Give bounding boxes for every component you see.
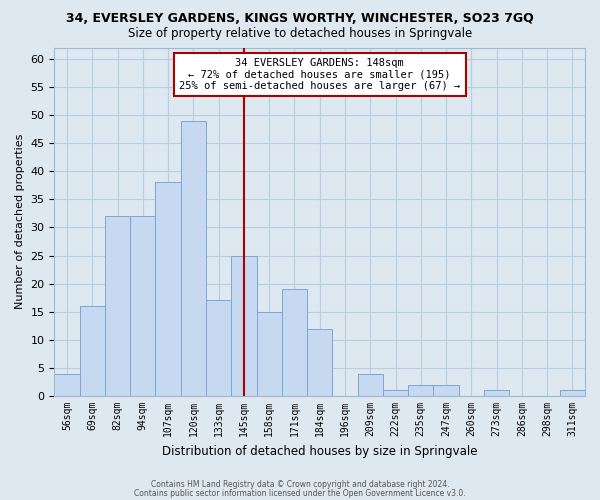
Bar (282, 289, 307, 396)
Bar (383, 390, 408, 396)
Bar (433, 385, 458, 396)
Bar (80, 306, 105, 396)
Bar (155, 182, 181, 396)
Text: 34, EVERSLEY GARDENS, KINGS WORTHY, WINCHESTER, SO23 7GQ: 34, EVERSLEY GARDENS, KINGS WORTHY, WINC… (66, 12, 534, 26)
Bar (257, 312, 282, 396)
X-axis label: Distribution of detached houses by size in Springvale: Distribution of detached houses by size … (162, 444, 478, 458)
Bar (484, 390, 509, 396)
Bar (206, 300, 231, 396)
Y-axis label: Number of detached properties: Number of detached properties (15, 134, 25, 310)
Bar (231, 256, 257, 396)
Text: Contains HM Land Registry data © Crown copyright and database right 2024.: Contains HM Land Registry data © Crown c… (151, 480, 449, 489)
Bar (55, 374, 80, 396)
Bar (560, 390, 585, 396)
Bar (105, 216, 130, 396)
Bar (181, 120, 206, 396)
Text: Size of property relative to detached houses in Springvale: Size of property relative to detached ho… (128, 28, 472, 40)
Text: 34 EVERSLEY GARDENS: 148sqm
← 72% of detached houses are smaller (195)
25% of se: 34 EVERSLEY GARDENS: 148sqm ← 72% of det… (179, 58, 460, 91)
Bar (307, 328, 332, 396)
Bar (130, 216, 155, 396)
Bar (408, 385, 433, 396)
Text: Contains public sector information licensed under the Open Government Licence v3: Contains public sector information licen… (134, 488, 466, 498)
Bar (358, 374, 383, 396)
